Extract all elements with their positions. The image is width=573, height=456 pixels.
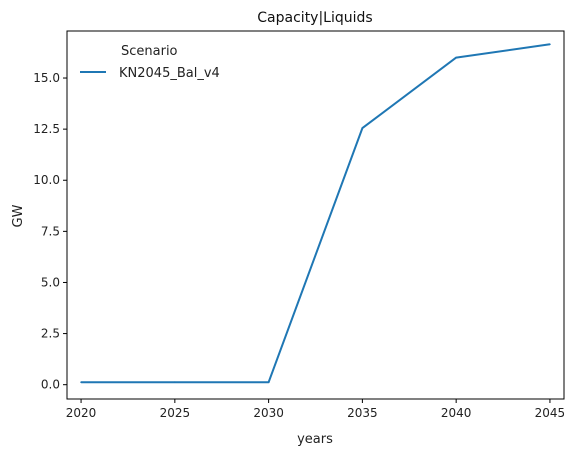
x-tick-label: 2035 bbox=[347, 406, 378, 420]
legend-label: KN2045_Bal_v4 bbox=[119, 66, 220, 81]
y-tick-label: 0.0 bbox=[41, 378, 60, 392]
y-tick-label: 15.0 bbox=[33, 71, 60, 85]
x-tick-label: 2040 bbox=[441, 406, 472, 420]
y-tick-label: 2.5 bbox=[41, 327, 60, 341]
y-tick-label: 10.0 bbox=[33, 173, 60, 187]
x-tick-label: 2045 bbox=[535, 406, 566, 420]
x-axis-label: years bbox=[297, 432, 333, 447]
data-point bbox=[549, 43, 551, 46]
data-point bbox=[80, 381, 82, 384]
x-tick-label: 2030 bbox=[253, 406, 284, 420]
x-axis: 2020 2025 2030 2035 2040 2045 bbox=[66, 399, 565, 420]
y-tick-label: 7.5 bbox=[41, 224, 60, 238]
series-lines bbox=[80, 43, 551, 384]
data-point bbox=[361, 127, 364, 129]
series-line-0 bbox=[81, 43, 551, 384]
data-point bbox=[455, 56, 457, 59]
y-tick-label: 5.0 bbox=[41, 275, 60, 289]
y-axis-label: GW bbox=[11, 204, 26, 227]
legend-title: Scenario bbox=[121, 44, 178, 59]
y-axis: 0.0 2.5 5.0 7.5 10.0 12.5 15.0 bbox=[33, 71, 67, 392]
plot-area bbox=[66, 30, 565, 400]
y-tick-label: 12.5 bbox=[33, 122, 60, 136]
data-point bbox=[267, 381, 270, 384]
data-point bbox=[174, 381, 176, 384]
legend: Scenario KN2045_Bal_v4 bbox=[80, 44, 220, 81]
x-tick-label: 2025 bbox=[160, 406, 191, 420]
x-tick-label: 2020 bbox=[66, 406, 97, 420]
chart-title: Capacity|Liquids bbox=[257, 10, 372, 26]
